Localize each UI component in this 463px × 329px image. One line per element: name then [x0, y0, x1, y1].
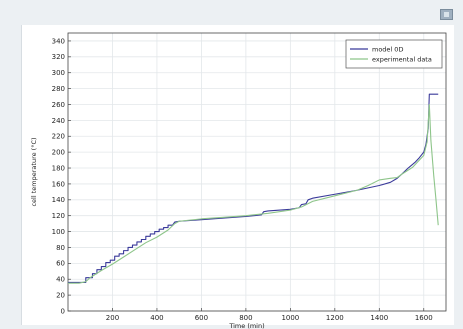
y-tick-label: 320 [52, 53, 65, 61]
y-tick-label: 200 [52, 149, 65, 157]
y-tick-label: 40 [56, 276, 65, 284]
legend: model 0D experimental data [345, 39, 443, 69]
y-tick-label: 160 [52, 180, 65, 188]
series-lines [68, 93, 439, 284]
y-tick-label: 20 [56, 292, 65, 300]
x-tick-label: 1200 [326, 314, 344, 322]
legend-entry-label: model 0D [372, 45, 403, 53]
x-tick-label: 1600 [415, 314, 433, 322]
x-tick-label: 1000 [281, 314, 299, 322]
y-tick-label: 300 [52, 69, 65, 77]
legend-entry-label: experimental data [372, 55, 432, 63]
y-tick-label: 0 [61, 307, 65, 315]
y-tick-label: 120 [52, 212, 65, 220]
y-tick-label: 140 [52, 196, 65, 204]
axes: 0 20 40 60 80 100 120 140 160 180 200 220 240 260 280 3… [30, 32, 447, 329]
plot-area [21, 25, 454, 325]
x-tick-label: 800 [239, 314, 252, 322]
legend-box [345, 39, 443, 69]
y-tick-label: 220 [52, 133, 65, 141]
export-image-icon[interactable] [440, 9, 453, 20]
x-axis-label: Time (min) [228, 322, 264, 329]
y-tick-label: 180 [52, 164, 65, 172]
y-tick-label: 280 [52, 85, 65, 93]
y-tick-label: 340 [52, 37, 65, 45]
y-tick-label: 60 [56, 260, 65, 268]
y-tick-label: 240 [52, 117, 65, 125]
y-tick-label: 260 [52, 101, 65, 109]
x-tick-label: 1400 [370, 314, 388, 322]
plot-border [67, 32, 447, 312]
grid-lines [68, 33, 446, 312]
x-tick-label: 600 [195, 314, 208, 322]
y-tick-label: 100 [52, 228, 65, 236]
y-tick-label: 80 [56, 244, 65, 252]
x-tick-label: 200 [106, 314, 119, 322]
y-axis-label: cell temperature (°C) [30, 137, 38, 206]
series-line-experimental-data [68, 103, 439, 284]
x-tick-label: 400 [150, 314, 163, 322]
series-line-model-0d [68, 93, 439, 283]
